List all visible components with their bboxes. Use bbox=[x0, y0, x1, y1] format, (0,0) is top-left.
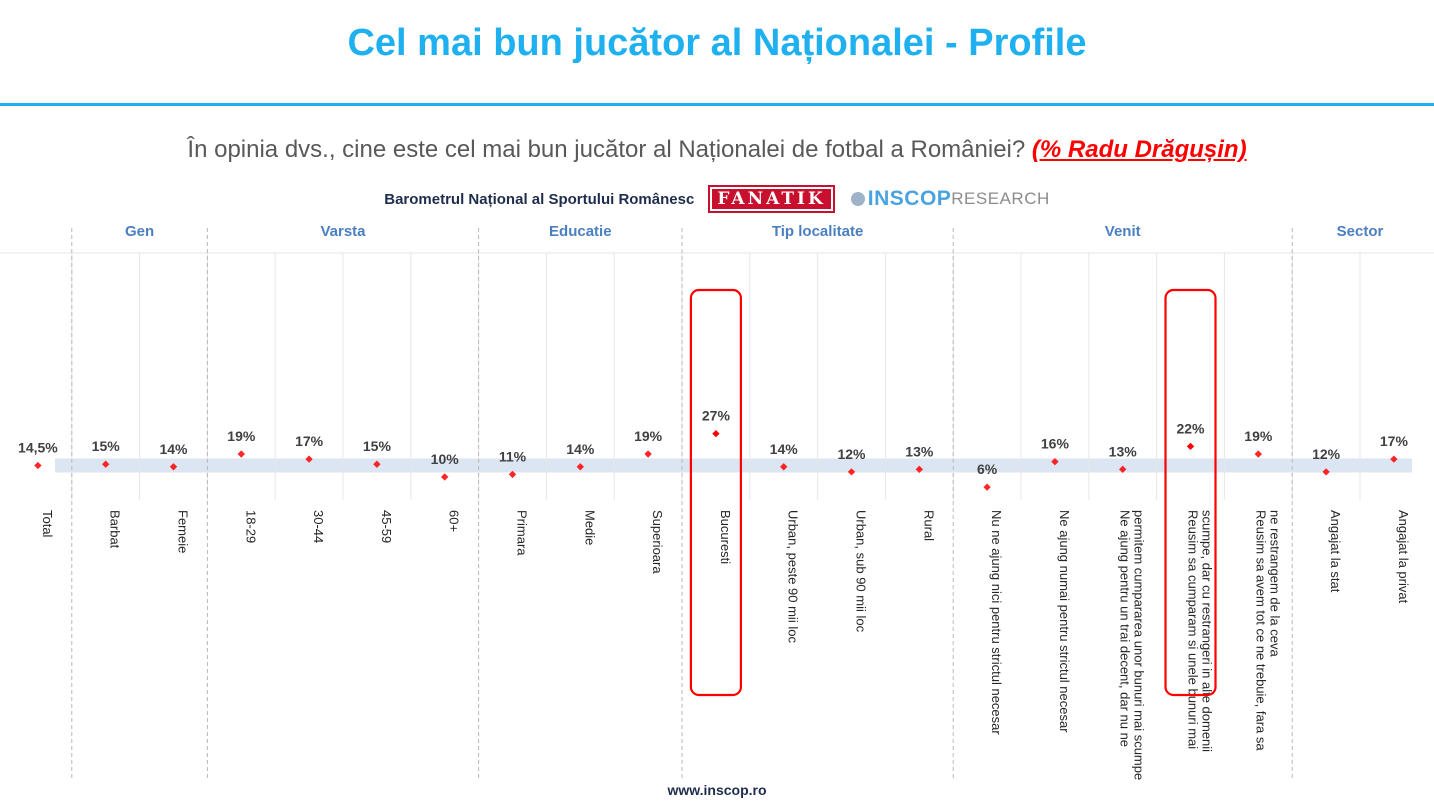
inscop-mark-icon bbox=[850, 192, 865, 206]
data-label: 15% bbox=[92, 438, 121, 454]
category-label: scumpe, dar cu restrangeri in alte domen… bbox=[1200, 510, 1215, 752]
data-point bbox=[847, 468, 856, 476]
question-text: În opinia dvs., cine este cel mai bun ju… bbox=[187, 136, 1026, 163]
category-label: Angajat la privat bbox=[1396, 510, 1411, 604]
category-label: Ne ajung numai pentru strictul necesar bbox=[1057, 510, 1072, 733]
category-label: Reusim sa cumparam si unele bunuri mai bbox=[1186, 510, 1201, 749]
data-point bbox=[576, 463, 584, 471]
category-label: 30-44 bbox=[311, 510, 326, 543]
data-point bbox=[1051, 457, 1059, 466]
category-label: Reusim sa avem tot ce ne trebuie, fara s… bbox=[1253, 510, 1268, 751]
data-label: 22% bbox=[1176, 420, 1205, 436]
category-label: Medie bbox=[582, 510, 597, 545]
group-label-tip-localitate: Tip localitate bbox=[772, 223, 863, 240]
data-label: 11% bbox=[499, 448, 527, 464]
category-label: Urban, sub 90 mii loc bbox=[854, 510, 869, 633]
data-label: 12% bbox=[1312, 446, 1341, 462]
data-point bbox=[915, 465, 923, 474]
category-label: Urban, peste 90 mii loc bbox=[786, 510, 801, 643]
profile-chart: Gen Varsta Educatie Tip localitate Venit Sect… bbox=[0, 223, 1434, 780]
data-label: 13% bbox=[905, 443, 934, 459]
category-label: Femeie bbox=[176, 510, 191, 553]
category-label: 18-29 bbox=[243, 510, 258, 543]
data-label: 19% bbox=[634, 428, 663, 444]
data-point bbox=[102, 460, 110, 468]
data-label: 14% bbox=[770, 441, 799, 457]
data-label: 13% bbox=[1109, 443, 1138, 459]
data-label: 14% bbox=[159, 441, 188, 457]
highlight-box bbox=[689, 288, 743, 697]
category-label: Barbat bbox=[108, 510, 123, 549]
data-point bbox=[237, 450, 245, 458]
data-point bbox=[508, 470, 517, 479]
data-point bbox=[34, 461, 42, 470]
data-label: 17% bbox=[1380, 433, 1409, 449]
category-label: Total bbox=[40, 510, 55, 538]
data-label: 16% bbox=[1041, 436, 1070, 452]
data-label: 19% bbox=[227, 428, 256, 444]
data-label: 10% bbox=[431, 451, 460, 467]
category-label: Primara bbox=[515, 510, 530, 556]
page-title: Cel mai bun jucător al Naționalei - Prof… bbox=[347, 22, 1087, 64]
footer-url: www.inscop.ro bbox=[667, 782, 767, 798]
data-point bbox=[1186, 442, 1195, 451]
data-label: 17% bbox=[295, 433, 324, 449]
data-label: 19% bbox=[1244, 428, 1273, 444]
category-label: Nu ne ajung nici pentru strictul necesar bbox=[989, 510, 1004, 735]
category-label: Angajat la stat bbox=[1328, 510, 1343, 593]
category-label: 60+ bbox=[447, 510, 462, 532]
data-point bbox=[305, 455, 313, 463]
group-label-gen: Gen bbox=[125, 223, 154, 240]
data-label: 14% bbox=[566, 441, 595, 457]
category-label: ne restrangem de la ceva bbox=[1267, 510, 1282, 657]
data-point bbox=[373, 460, 381, 468]
reference-band bbox=[55, 458, 1412, 473]
fanatik-logo: FANATIK bbox=[708, 185, 835, 213]
category-label: 45-59 bbox=[379, 510, 394, 543]
data-point bbox=[644, 450, 652, 458]
highlight-box bbox=[1164, 288, 1217, 697]
data-point bbox=[712, 429, 720, 438]
category-label: Superioara bbox=[650, 510, 665, 574]
barometer-label: Barometrul Național al Sportului Românes… bbox=[384, 190, 695, 208]
category-label: Bucuresti bbox=[718, 510, 733, 564]
group-label-varsta: Varsta bbox=[320, 223, 366, 240]
data-point bbox=[983, 483, 991, 491]
category-label: permitem cumpararea unor bunuri mai scum… bbox=[1132, 510, 1147, 780]
data-point bbox=[1254, 450, 1262, 458]
group-label-sector: Sector bbox=[1337, 223, 1384, 240]
data-point bbox=[441, 473, 449, 481]
data-point bbox=[780, 463, 788, 471]
group-label-venit: Venit bbox=[1105, 223, 1141, 240]
group-label-educatie: Educatie bbox=[549, 223, 612, 240]
data-label: 12% bbox=[837, 446, 866, 462]
data-label: 6% bbox=[977, 461, 998, 477]
category-label: Ne ajung pentru un trai decent, dar nu n… bbox=[1118, 510, 1133, 747]
data-label: 15% bbox=[363, 438, 392, 454]
inscop-logo-suffix: RESEARCH bbox=[951, 189, 1050, 208]
inscop-logo-name: INSCOP bbox=[867, 187, 952, 210]
question-highlight: (% Radu Drăgușin) bbox=[1031, 136, 1247, 163]
survey-question: În opinia dvs., cine este cel mai bun ju… bbox=[0, 136, 1434, 164]
branding-row: Barometrul Național al Sportului Românes… bbox=[0, 185, 1434, 213]
category-label: Rural bbox=[921, 510, 936, 541]
data-point bbox=[169, 463, 178, 471]
data-label: 14,5% bbox=[18, 440, 58, 456]
title-underline bbox=[0, 103, 1434, 106]
data-label: 27% bbox=[702, 408, 731, 424]
inscop-logo: INSCOP RESEARCH bbox=[850, 187, 1050, 211]
